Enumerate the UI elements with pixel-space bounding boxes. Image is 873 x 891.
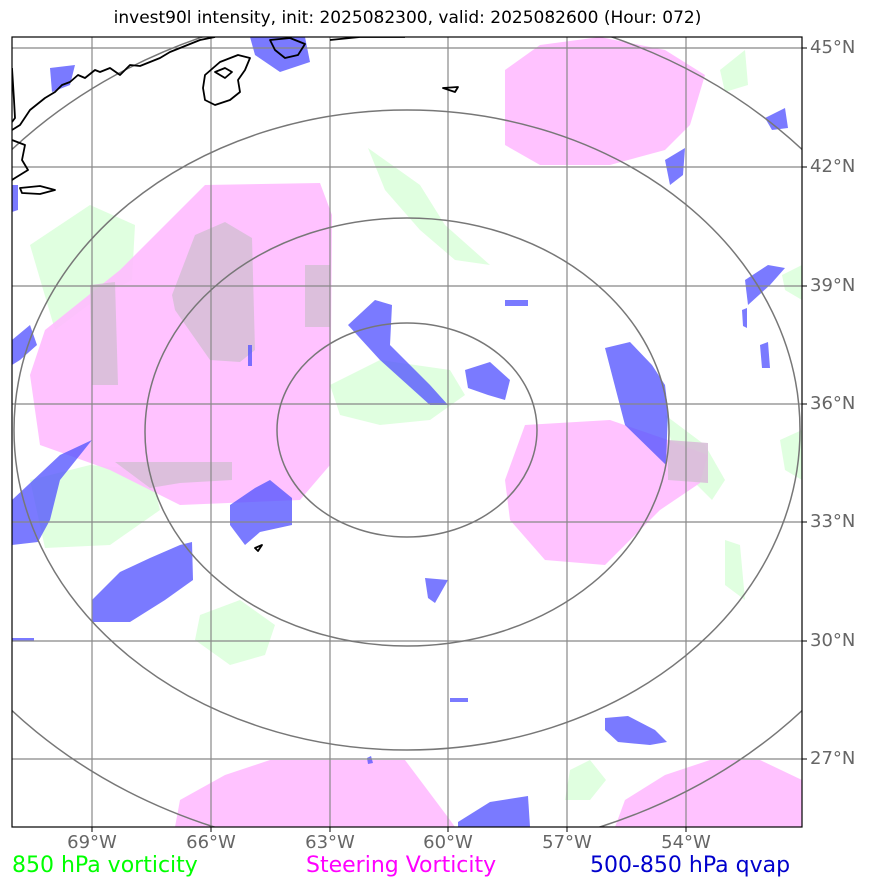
axis-ticks [91,47,807,832]
range-ring-outer [13,109,801,751]
lat-label-36n: 36°N [810,393,856,414]
legend-steering-vorticity: Steering Vorticity [306,853,497,878]
map-frame [11,36,803,828]
graticule [12,37,802,827]
vort850-field [30,50,802,800]
lat-label-42n: 42°N [810,156,856,177]
range-rings [12,37,802,827]
legend-qvap: 500-850 hPa qvap [590,853,791,878]
range-ring-inner [276,322,538,538]
lat-label-45n: 45°N [810,37,856,58]
lon-label-63w: 63°W [305,832,355,853]
lat-label-39n: 39°N [810,275,856,296]
lon-label-57w: 57°W [542,832,592,853]
map-title: invest90l intensity, init: 2025082300, v… [113,8,702,28]
lon-label-69w: 69°W [67,832,117,853]
lon-label-60w: 60°W [423,832,473,853]
coastline [12,37,459,552]
lon-label-54w: 54°W [661,832,711,853]
lat-label-33n: 33°N [810,511,856,532]
legend-850hpa-vorticity: 850 hPa vorticity [12,853,198,878]
lat-label-27n: 27°N [810,748,856,769]
overlap-field [90,222,708,488]
lon-label-66w: 66°W [186,832,236,853]
map-plot-area [12,37,802,827]
range-ring-middle [144,217,670,647]
steering-vorticity-field [30,37,802,827]
lat-label-30n: 30°N [810,630,856,651]
